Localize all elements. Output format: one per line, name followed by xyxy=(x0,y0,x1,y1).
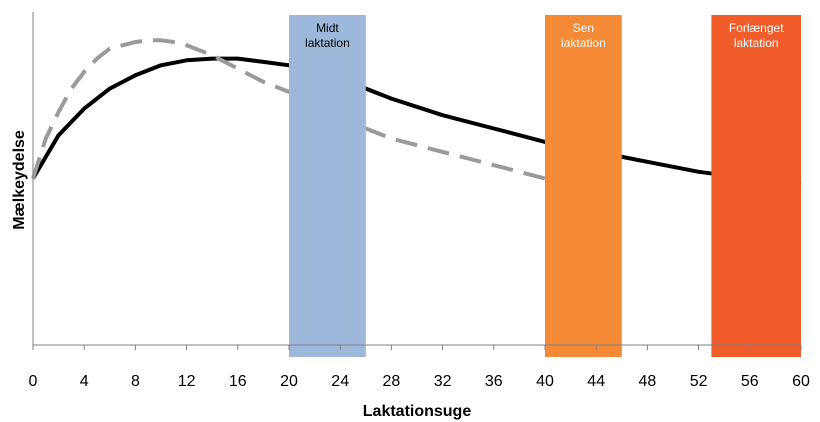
band-label-0: Midt laktation xyxy=(305,21,350,50)
band-1 xyxy=(545,15,622,357)
series-line-0 xyxy=(31,56,802,188)
x-tick-label-12: 48 xyxy=(639,373,657,390)
x-tick-label-9: 36 xyxy=(485,373,503,390)
x-tick-label-11: 44 xyxy=(587,373,605,390)
x-tick-label-4: 16 xyxy=(229,373,247,390)
band-label-2: Forlænget laktation xyxy=(729,21,784,50)
x-tick-label-5: 20 xyxy=(280,373,298,390)
series-line-1 xyxy=(31,38,546,181)
x-tick-label-10: 40 xyxy=(536,373,554,390)
x-tick-label-13: 52 xyxy=(690,373,708,390)
band-2 xyxy=(711,15,801,357)
band-label-1: Sen laktation xyxy=(561,21,606,50)
x-tick-label-0: 0 xyxy=(29,373,38,390)
x-tick-label-6: 24 xyxy=(331,373,349,390)
x-tick-label-15: 60 xyxy=(792,373,810,390)
x-axis-title: Laktationsuge xyxy=(363,403,472,420)
x-tick-label-7: 28 xyxy=(383,373,401,390)
x-tick-label-14: 56 xyxy=(741,373,759,390)
x-tick-label-8: 32 xyxy=(434,373,452,390)
x-tick-label-3: 12 xyxy=(178,373,196,390)
x-tick-label-1: 4 xyxy=(80,373,89,390)
x-tick-label-2: 8 xyxy=(131,373,140,390)
y-axis-title: Mælkeydelse xyxy=(11,130,28,230)
band-0 xyxy=(289,15,366,357)
